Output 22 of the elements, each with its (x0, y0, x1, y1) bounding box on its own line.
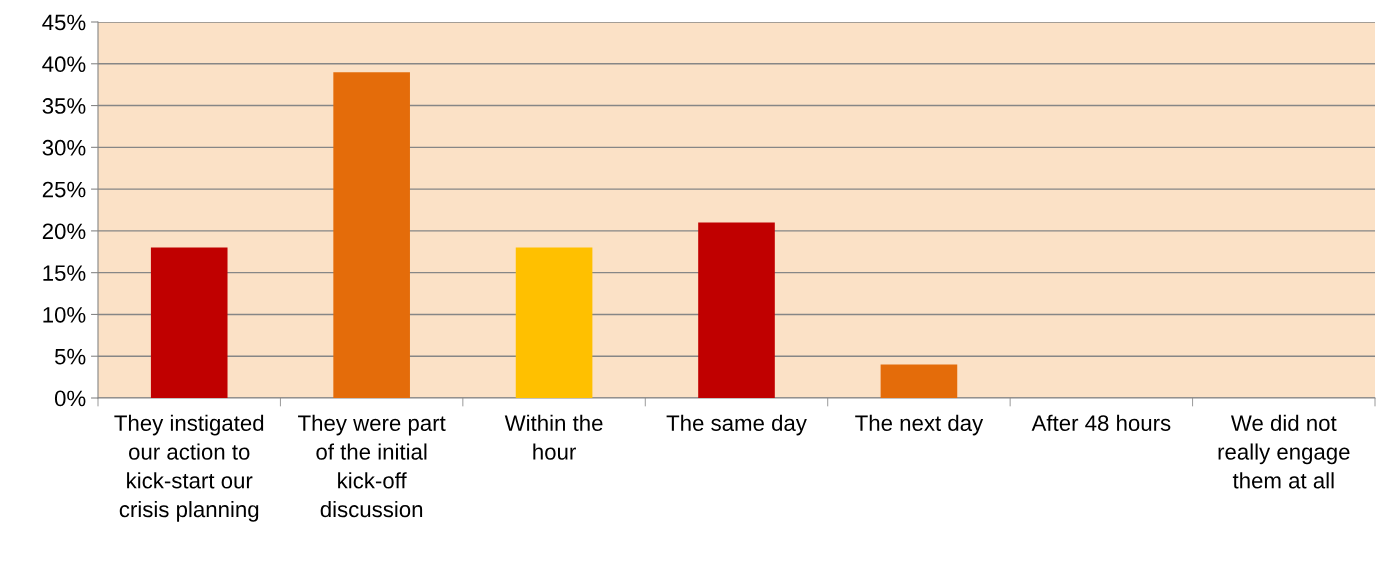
y-tick-label: 25% (42, 181, 86, 198)
y-tick-label: 0% (54, 390, 86, 407)
bar (333, 72, 410, 398)
y-tick-label: 40% (42, 56, 86, 73)
bar (698, 222, 775, 398)
x-tick-label: Within the hour (504, 414, 603, 460)
y-tick-label: 35% (42, 98, 86, 114)
x-tick-label: The next day (855, 414, 984, 436)
y-tick-label: 30% (42, 139, 86, 156)
x-tick-label: After 48 hours (1031, 414, 1171, 431)
x-tick-label: The same day (666, 414, 807, 436)
x-tick-label: They were part of the initial kick-off discussion (298, 414, 446, 518)
y-tick-label: 20% (42, 223, 86, 240)
x-tick-label: We did not really engage them at all (1218, 414, 1350, 489)
y-tick-label: 15% (43, 265, 86, 281)
y-tick-label: 10% (43, 306, 86, 323)
bar (880, 364, 958, 398)
x-tick-label: They instigated our action to kick-start our crisis planning (114, 414, 264, 522)
y-tick-label: 5% (54, 348, 86, 365)
bar (150, 247, 228, 398)
bar (515, 247, 593, 398)
y-tick-label: 45% (42, 14, 86, 31)
